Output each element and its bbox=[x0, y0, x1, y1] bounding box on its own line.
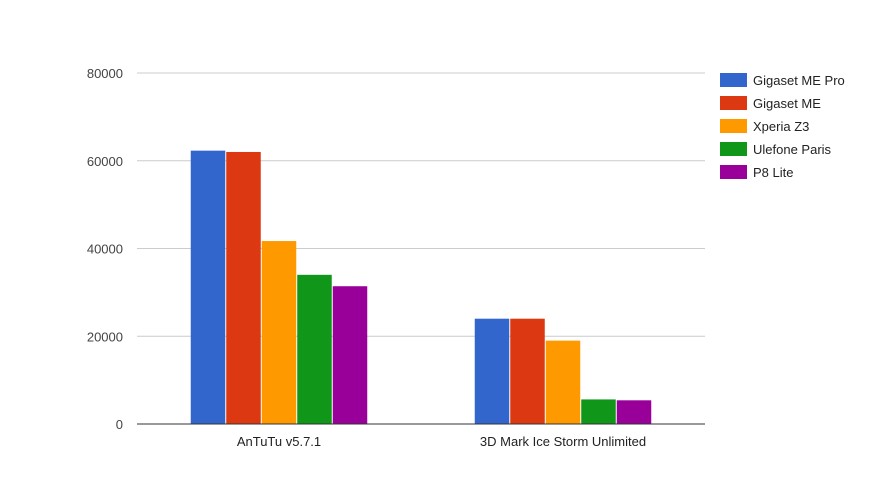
legend-label: Ulefone Paris bbox=[753, 142, 832, 157]
legend-swatch bbox=[720, 142, 747, 156]
legend-item[interactable]: Gigaset ME Pro bbox=[720, 73, 845, 88]
legend-item[interactable]: P8 Lite bbox=[720, 165, 793, 180]
bars bbox=[190, 150, 652, 424]
y-tick-label: 20000 bbox=[87, 329, 123, 344]
bar[interactable] bbox=[581, 399, 616, 424]
bar[interactable] bbox=[545, 340, 581, 424]
bar[interactable] bbox=[474, 318, 510, 424]
bar[interactable] bbox=[261, 241, 297, 424]
y-tick-label: 0 bbox=[116, 417, 123, 432]
bar[interactable] bbox=[190, 150, 226, 424]
legend-label: Gigaset ME Pro bbox=[753, 73, 845, 88]
bar[interactable] bbox=[332, 286, 368, 424]
bar[interactable] bbox=[297, 274, 332, 424]
legend-swatch bbox=[720, 165, 747, 179]
legend-swatch bbox=[720, 96, 747, 110]
bar[interactable] bbox=[226, 151, 261, 424]
bar[interactable] bbox=[510, 318, 545, 424]
legend-label: Xperia Z3 bbox=[753, 119, 809, 134]
legend-label: Gigaset ME bbox=[753, 96, 821, 111]
y-tick-label: 80000 bbox=[87, 66, 123, 81]
legend-item[interactable]: Ulefone Paris bbox=[720, 142, 832, 157]
legend-item[interactable]: Gigaset ME bbox=[720, 96, 821, 111]
legend-swatch bbox=[720, 119, 747, 133]
legend-swatch bbox=[720, 73, 747, 87]
y-tick-label: 60000 bbox=[87, 154, 123, 169]
x-axis: AnTuTu v5.7.1 3D Mark Ice Storm Unlimite… bbox=[237, 434, 646, 449]
x-category-label: AnTuTu v5.7.1 bbox=[237, 434, 321, 449]
y-tick-label: 40000 bbox=[87, 242, 123, 257]
legend-label: P8 Lite bbox=[753, 165, 793, 180]
bar[interactable] bbox=[616, 400, 652, 424]
x-category-label: 3D Mark Ice Storm Unlimited bbox=[480, 434, 646, 449]
legend: Gigaset ME Pro Gigaset ME Xperia Z3 Ulef… bbox=[720, 73, 845, 180]
legend-item[interactable]: Xperia Z3 bbox=[720, 119, 809, 134]
y-axis: 0 20000 40000 60000 80000 bbox=[87, 66, 123, 432]
